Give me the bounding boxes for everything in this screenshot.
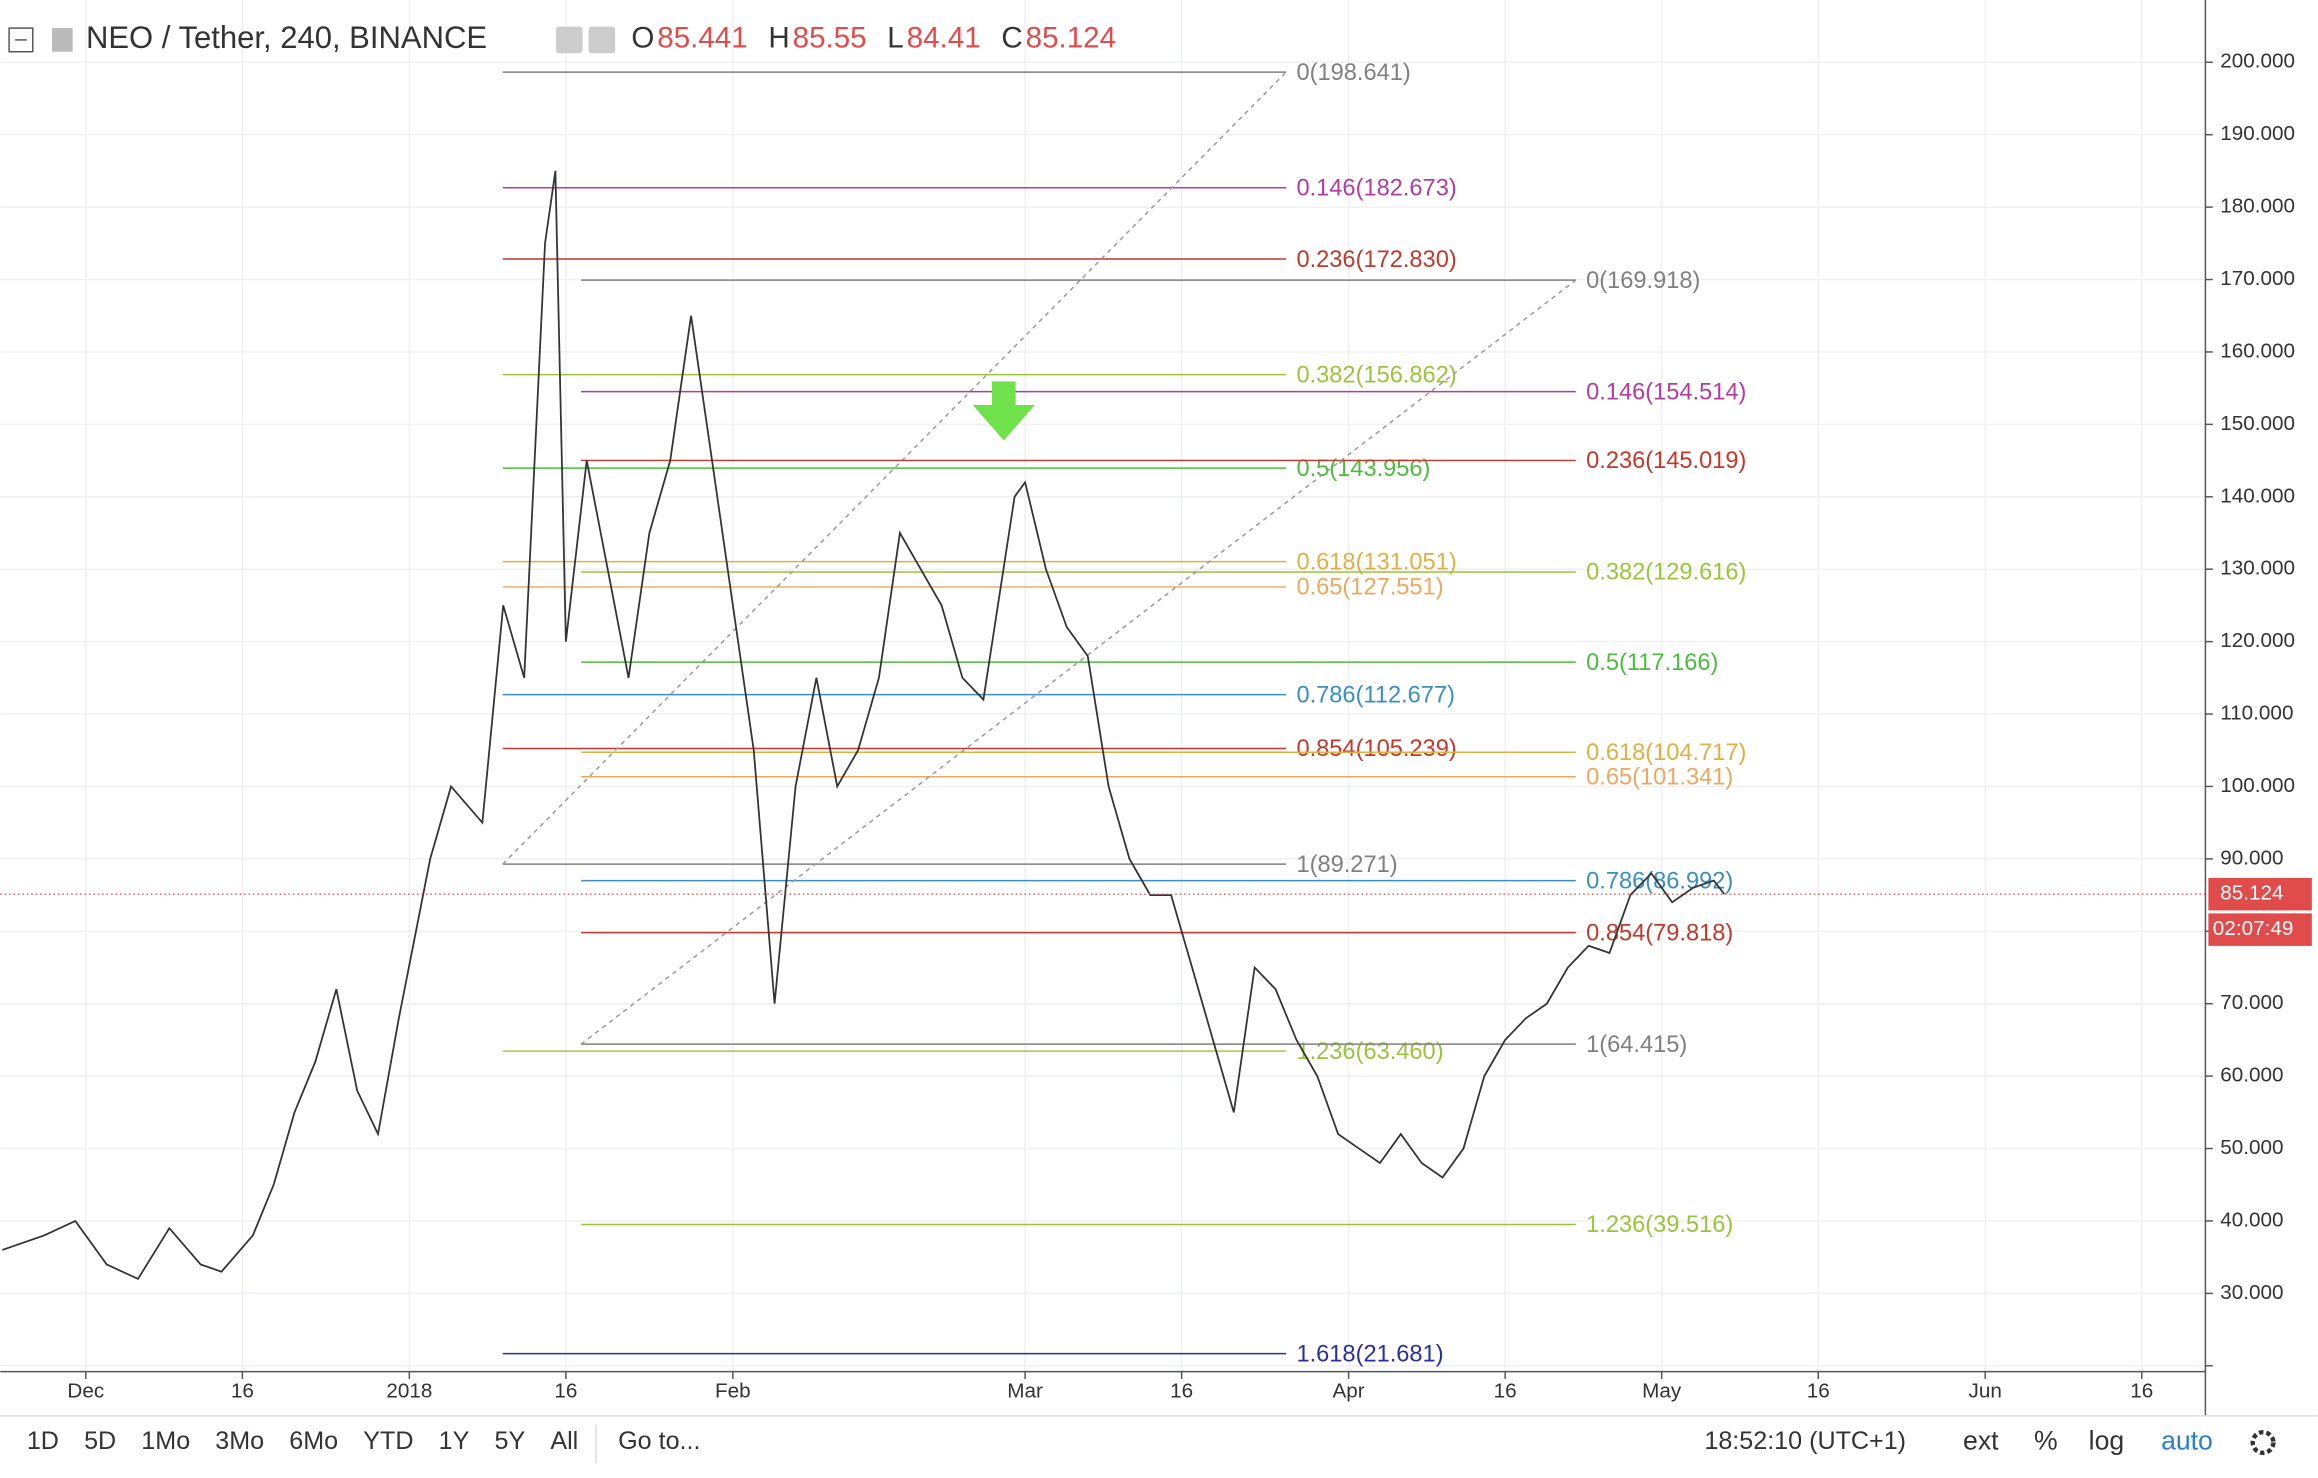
fib-label: 0.146(182.673): [1296, 175, 1456, 201]
fib-label: 0.786(86.992): [1586, 868, 1733, 894]
countdown-tag: [2208, 913, 2312, 946]
x-tick-label: 16: [2130, 1380, 2153, 1403]
ohlc-value: 84.41: [907, 22, 981, 55]
goto-button[interactable]: Go to...: [618, 1427, 700, 1455]
fib-label: 0.146(154.514): [1586, 379, 1746, 405]
fib-label: 0.65(127.551): [1296, 575, 1443, 601]
y-tick-label: 60.000: [2220, 1064, 2283, 1087]
y-tick-label: 40.000: [2220, 1208, 2283, 1231]
ohlc: O 85.441 H 85.55 L 84.41 C 85.124: [631, 22, 1116, 55]
range-button[interactable]: 5D: [84, 1427, 116, 1455]
y-tick-label: 50.000: [2220, 1136, 2283, 1159]
y-tick-label: 140.000: [2220, 484, 2295, 507]
fib-label: 0.382(156.862): [1296, 362, 1456, 388]
range-button[interactable]: 5Y: [494, 1427, 525, 1455]
fib-label: 1.618(21.681): [1296, 1341, 1443, 1367]
price-tag-label: 85.124: [2220, 882, 2283, 905]
x-tick-label: 16: [1170, 1380, 1193, 1403]
fib-label: 0.236(172.830): [1296, 247, 1456, 273]
grid: [0, 0, 2206, 1372]
x-tick-label: Feb: [715, 1380, 751, 1403]
fib-label: 0.786(112.677): [1296, 682, 1455, 708]
fib-label: 1.236(63.460): [1296, 1039, 1443, 1065]
x-tick-label: Mar: [1007, 1380, 1043, 1403]
price-line: [2, 170, 1726, 1281]
x-tick-label: 16: [1494, 1380, 1517, 1403]
ohlc-value: 85.441: [657, 22, 747, 55]
option-button[interactable]: auto: [2161, 1426, 2213, 1456]
y-tick-label: 160.000: [2220, 339, 2295, 362]
fib-label: 0(198.641): [1296, 60, 1410, 86]
ohlc-key: O: [631, 22, 654, 55]
x-tick-label: Dec: [67, 1380, 104, 1403]
option-button[interactable]: ext: [1963, 1426, 1999, 1456]
range-button[interactable]: 1Y: [439, 1427, 470, 1455]
symbol-icon: [51, 28, 73, 52]
toolbar: 1D 5D 1Mo 3Mo 6Mo YTD 1Y 5Y All Go to... 18:52:10 …: [27, 1424, 2276, 1464]
fib-label: 0.382(129.616): [1586, 560, 1746, 586]
plot: 0(198.641) 0.146(182.673) 0.236(172.830) 0.…: [0, 60, 2206, 1367]
y-tick-label: 180.000: [2220, 195, 2295, 218]
fib-label: 0.65(101.341): [1586, 764, 1733, 790]
collapse-icon[interactable]: [8, 27, 34, 53]
price-tag: [2208, 877, 2312, 911]
y-tick-label: 30.000: [2220, 1281, 2283, 1304]
chart-title: NEO / Tether, 240, BINANCE: [86, 20, 487, 55]
fib-label: 1(89.271): [1296, 852, 1397, 878]
y-tick-label: 200.000: [2220, 50, 2295, 73]
range-button[interactable]: All: [550, 1427, 578, 1455]
x-tick-label: 16: [554, 1380, 577, 1403]
x-tick-label: 2018: [386, 1380, 432, 1403]
y-tick-label: 70.000: [2220, 991, 2283, 1014]
y-tick-label: 130.000: [2220, 557, 2295, 580]
fib-label: 1.236(39.516): [1586, 1212, 1733, 1238]
x-tick-label: 16: [1807, 1380, 1830, 1403]
ohlc-key: L: [887, 22, 903, 55]
x-tick-label: 16: [231, 1380, 254, 1403]
fib-label: 0.618(131.051): [1296, 549, 1456, 575]
range-button[interactable]: 3Mo: [215, 1427, 264, 1455]
y-tick-label: 100.000: [2220, 774, 2295, 797]
eye-icon[interactable]: [555, 26, 583, 54]
settings-icon[interactable]: [588, 26, 616, 54]
x-tick-label: May: [1642, 1380, 1682, 1403]
ohlc-value: 85.55: [793, 22, 867, 55]
y-tick-label: 110.000: [2220, 702, 2293, 725]
fib-label: 0.5(117.166): [1586, 650, 1718, 676]
ohlc-key: H: [768, 22, 789, 55]
fib-label: 0.236(145.019): [1586, 448, 1746, 474]
x-tick-label: Apr: [1333, 1380, 1365, 1403]
range-button[interactable]: 6Mo: [289, 1427, 338, 1455]
countdown-label: 02:07:49: [2213, 917, 2294, 940]
fib-label: 0.618(104.717): [1586, 740, 1746, 766]
option-button[interactable]: %: [2034, 1426, 2058, 1456]
fib-label: 0(169.918): [1586, 268, 1700, 294]
y-tick-label: 150.000: [2220, 412, 2295, 435]
clock: 18:52:10 (UTC+1): [1704, 1427, 1906, 1455]
range-button[interactable]: 1Mo: [141, 1427, 190, 1455]
axes: 30.00040.00050.00060.00070.00080.00090.0…: [67, 50, 2312, 1403]
arrow-annotation: [972, 381, 1035, 441]
range-button[interactable]: 1D: [27, 1427, 59, 1455]
range-button[interactable]: YTD: [363, 1427, 413, 1455]
y-tick-label: 190.000: [2220, 122, 2295, 145]
fib-label: 0.854(105.239): [1296, 736, 1456, 762]
ohlc-key: C: [1001, 22, 1022, 55]
x-tick-label: Jun: [1969, 1380, 2002, 1403]
y-tick-label: 120.000: [2220, 629, 2295, 652]
fib-label: 0.854(79.818): [1586, 920, 1733, 946]
y-tick-label: 90.000: [2220, 846, 2283, 869]
ohlc-value: 85.124: [1026, 22, 1116, 55]
fib-label: 1(64.415): [1586, 1032, 1687, 1058]
option-button[interactable]: log: [2089, 1426, 2124, 1456]
y-tick-label: 170.000: [2220, 267, 2295, 290]
